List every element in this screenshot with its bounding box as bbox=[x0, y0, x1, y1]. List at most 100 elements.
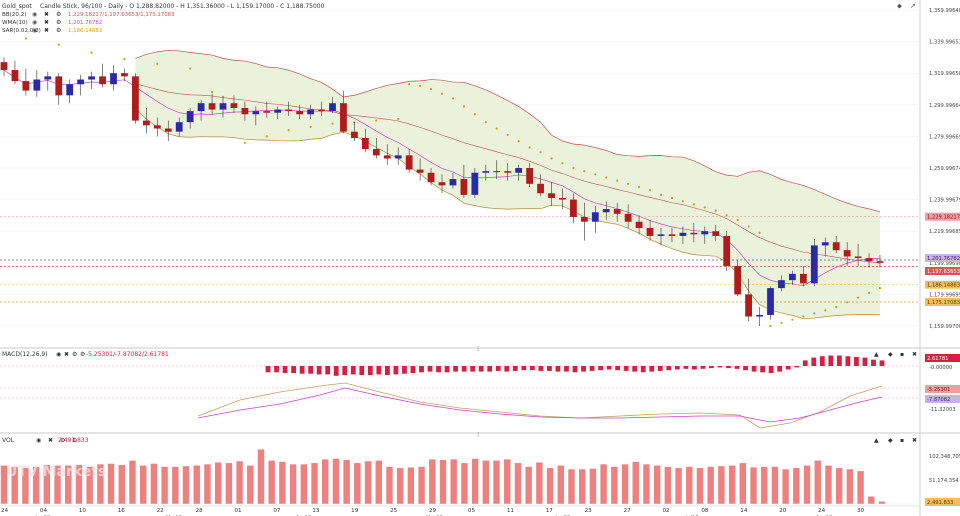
gear-icon[interactable]: ⚙ bbox=[80, 351, 85, 358]
arrow-icon[interactable]: ↗ bbox=[910, 2, 916, 10]
candle[interactable] bbox=[559, 188, 566, 210]
candle[interactable] bbox=[121, 68, 128, 82]
candle[interactable] bbox=[843, 242, 851, 266]
candle[interactable] bbox=[679, 226, 687, 244]
candle[interactable] bbox=[318, 101, 325, 116]
candle[interactable] bbox=[66, 79, 74, 104]
gear-icon[interactable]: ⚙ bbox=[56, 11, 61, 18]
candle[interactable] bbox=[810, 239, 818, 287]
candle[interactable] bbox=[854, 243, 862, 266]
candle[interactable] bbox=[110, 65, 117, 91]
candle[interactable] bbox=[263, 101, 271, 118]
candle[interactable] bbox=[274, 106, 282, 120]
candle[interactable] bbox=[405, 149, 413, 173]
candlesticks[interactable] bbox=[0, 57, 884, 326]
splitter-handle[interactable]: ⁞ bbox=[477, 431, 479, 439]
candle[interactable] bbox=[471, 168, 479, 199]
collapse-icon[interactable]: ◆ bbox=[888, 437, 893, 444]
candle[interactable] bbox=[22, 68, 30, 96]
eye-icon[interactable]: ◉ bbox=[32, 11, 37, 18]
candle[interactable] bbox=[745, 278, 752, 322]
candle[interactable] bbox=[712, 224, 720, 241]
candle[interactable] bbox=[0, 57, 8, 77]
candle[interactable] bbox=[175, 117, 183, 137]
candle[interactable] bbox=[526, 163, 533, 187]
candle[interactable] bbox=[515, 164, 523, 181]
arrow-icon[interactable]: ▲ bbox=[874, 437, 879, 444]
eye-icon[interactable]: ◉ bbox=[56, 351, 61, 358]
close-icon[interactable]: ✖ bbox=[48, 437, 53, 444]
eye-icon[interactable]: ◉ bbox=[32, 19, 37, 26]
candle[interactable] bbox=[789, 270, 796, 285]
gear-icon[interactable]: ⚙ bbox=[60, 437, 65, 444]
candle[interactable] bbox=[657, 228, 665, 246]
eye-icon[interactable]: ◉ bbox=[32, 27, 37, 34]
close-icon[interactable]: ✖ bbox=[44, 19, 49, 26]
candle[interactable] bbox=[690, 223, 698, 243]
candle[interactable] bbox=[361, 128, 369, 153]
close-icon[interactable]: ✖ bbox=[44, 27, 49, 34]
candle[interactable] bbox=[186, 107, 194, 129]
gear-icon[interactable]: ⚙ bbox=[56, 19, 61, 26]
candle[interactable] bbox=[756, 307, 763, 326]
macd-panel[interactable]: -0.00000 -11.32003 2.61781 -5.25301 -7.87082 bbox=[0, 354, 960, 429]
candle[interactable] bbox=[504, 163, 512, 181]
candle[interactable] bbox=[77, 74, 85, 96]
candle[interactable] bbox=[570, 193, 577, 224]
arrow-icon[interactable]: ▲ bbox=[874, 351, 879, 358]
candle[interactable] bbox=[416, 158, 424, 181]
collapse-icon[interactable]: ▪ bbox=[900, 351, 904, 358]
candle[interactable] bbox=[44, 71, 52, 91]
candle[interactable] bbox=[241, 101, 249, 121]
arrow-icon[interactable]: ⬥ bbox=[897, 2, 902, 10]
candle[interactable] bbox=[646, 220, 654, 241]
candle[interactable] bbox=[832, 235, 840, 254]
candle[interactable] bbox=[537, 174, 544, 197]
candle[interactable] bbox=[799, 265, 807, 287]
candle[interactable] bbox=[307, 104, 314, 120]
candle[interactable] bbox=[438, 174, 446, 194]
collapse-icon[interactable]: ◆ bbox=[888, 351, 893, 358]
candle[interactable] bbox=[394, 147, 402, 165]
collapse-icon[interactable]: ▪ bbox=[900, 437, 904, 444]
candle[interactable] bbox=[635, 215, 643, 235]
candle[interactable] bbox=[197, 100, 205, 121]
candle[interactable] bbox=[252, 106, 260, 126]
gear-icon[interactable]: ⚙ bbox=[56, 27, 61, 34]
candle[interactable] bbox=[285, 101, 293, 116]
candle[interactable] bbox=[99, 63, 106, 88]
gear-icon[interactable]: ⚙ bbox=[72, 351, 77, 358]
candle[interactable] bbox=[548, 182, 555, 206]
candle[interactable] bbox=[865, 253, 873, 268]
candle[interactable] bbox=[460, 164, 468, 199]
candle[interactable] bbox=[778, 275, 785, 292]
candle[interactable] bbox=[372, 137, 380, 159]
candle[interactable] bbox=[734, 259, 742, 296]
candle[interactable] bbox=[580, 202, 588, 241]
candle[interactable] bbox=[876, 254, 884, 268]
candle[interactable] bbox=[329, 96, 336, 113]
candle[interactable] bbox=[153, 117, 161, 137]
candle[interactable] bbox=[230, 95, 238, 113]
close-icon[interactable]: ✖ bbox=[912, 437, 917, 444]
splitter-handle[interactable]: ⁞ bbox=[477, 345, 479, 353]
candle[interactable] bbox=[602, 201, 610, 221]
eye-icon[interactable]: ◉ bbox=[36, 437, 41, 444]
candle[interactable] bbox=[449, 172, 457, 189]
candle[interactable] bbox=[624, 204, 632, 229]
candle[interactable] bbox=[821, 237, 829, 257]
candle[interactable] bbox=[55, 73, 63, 105]
volume-panel[interactable]: 102,348,709 51,174,354 2,491,833 bbox=[0, 449, 960, 506]
candle[interactable] bbox=[351, 122, 358, 142]
candle[interactable] bbox=[142, 107, 150, 134]
candle[interactable] bbox=[11, 60, 19, 85]
close-icon[interactable]: ✖ bbox=[64, 351, 69, 358]
candle[interactable] bbox=[482, 164, 490, 181]
candle[interactable] bbox=[88, 71, 95, 89]
candle[interactable] bbox=[613, 202, 621, 222]
candle[interactable] bbox=[493, 160, 501, 180]
candle[interactable] bbox=[767, 286, 774, 320]
candle[interactable] bbox=[208, 93, 216, 115]
candle[interactable] bbox=[427, 168, 435, 186]
candle[interactable] bbox=[340, 90, 347, 134]
